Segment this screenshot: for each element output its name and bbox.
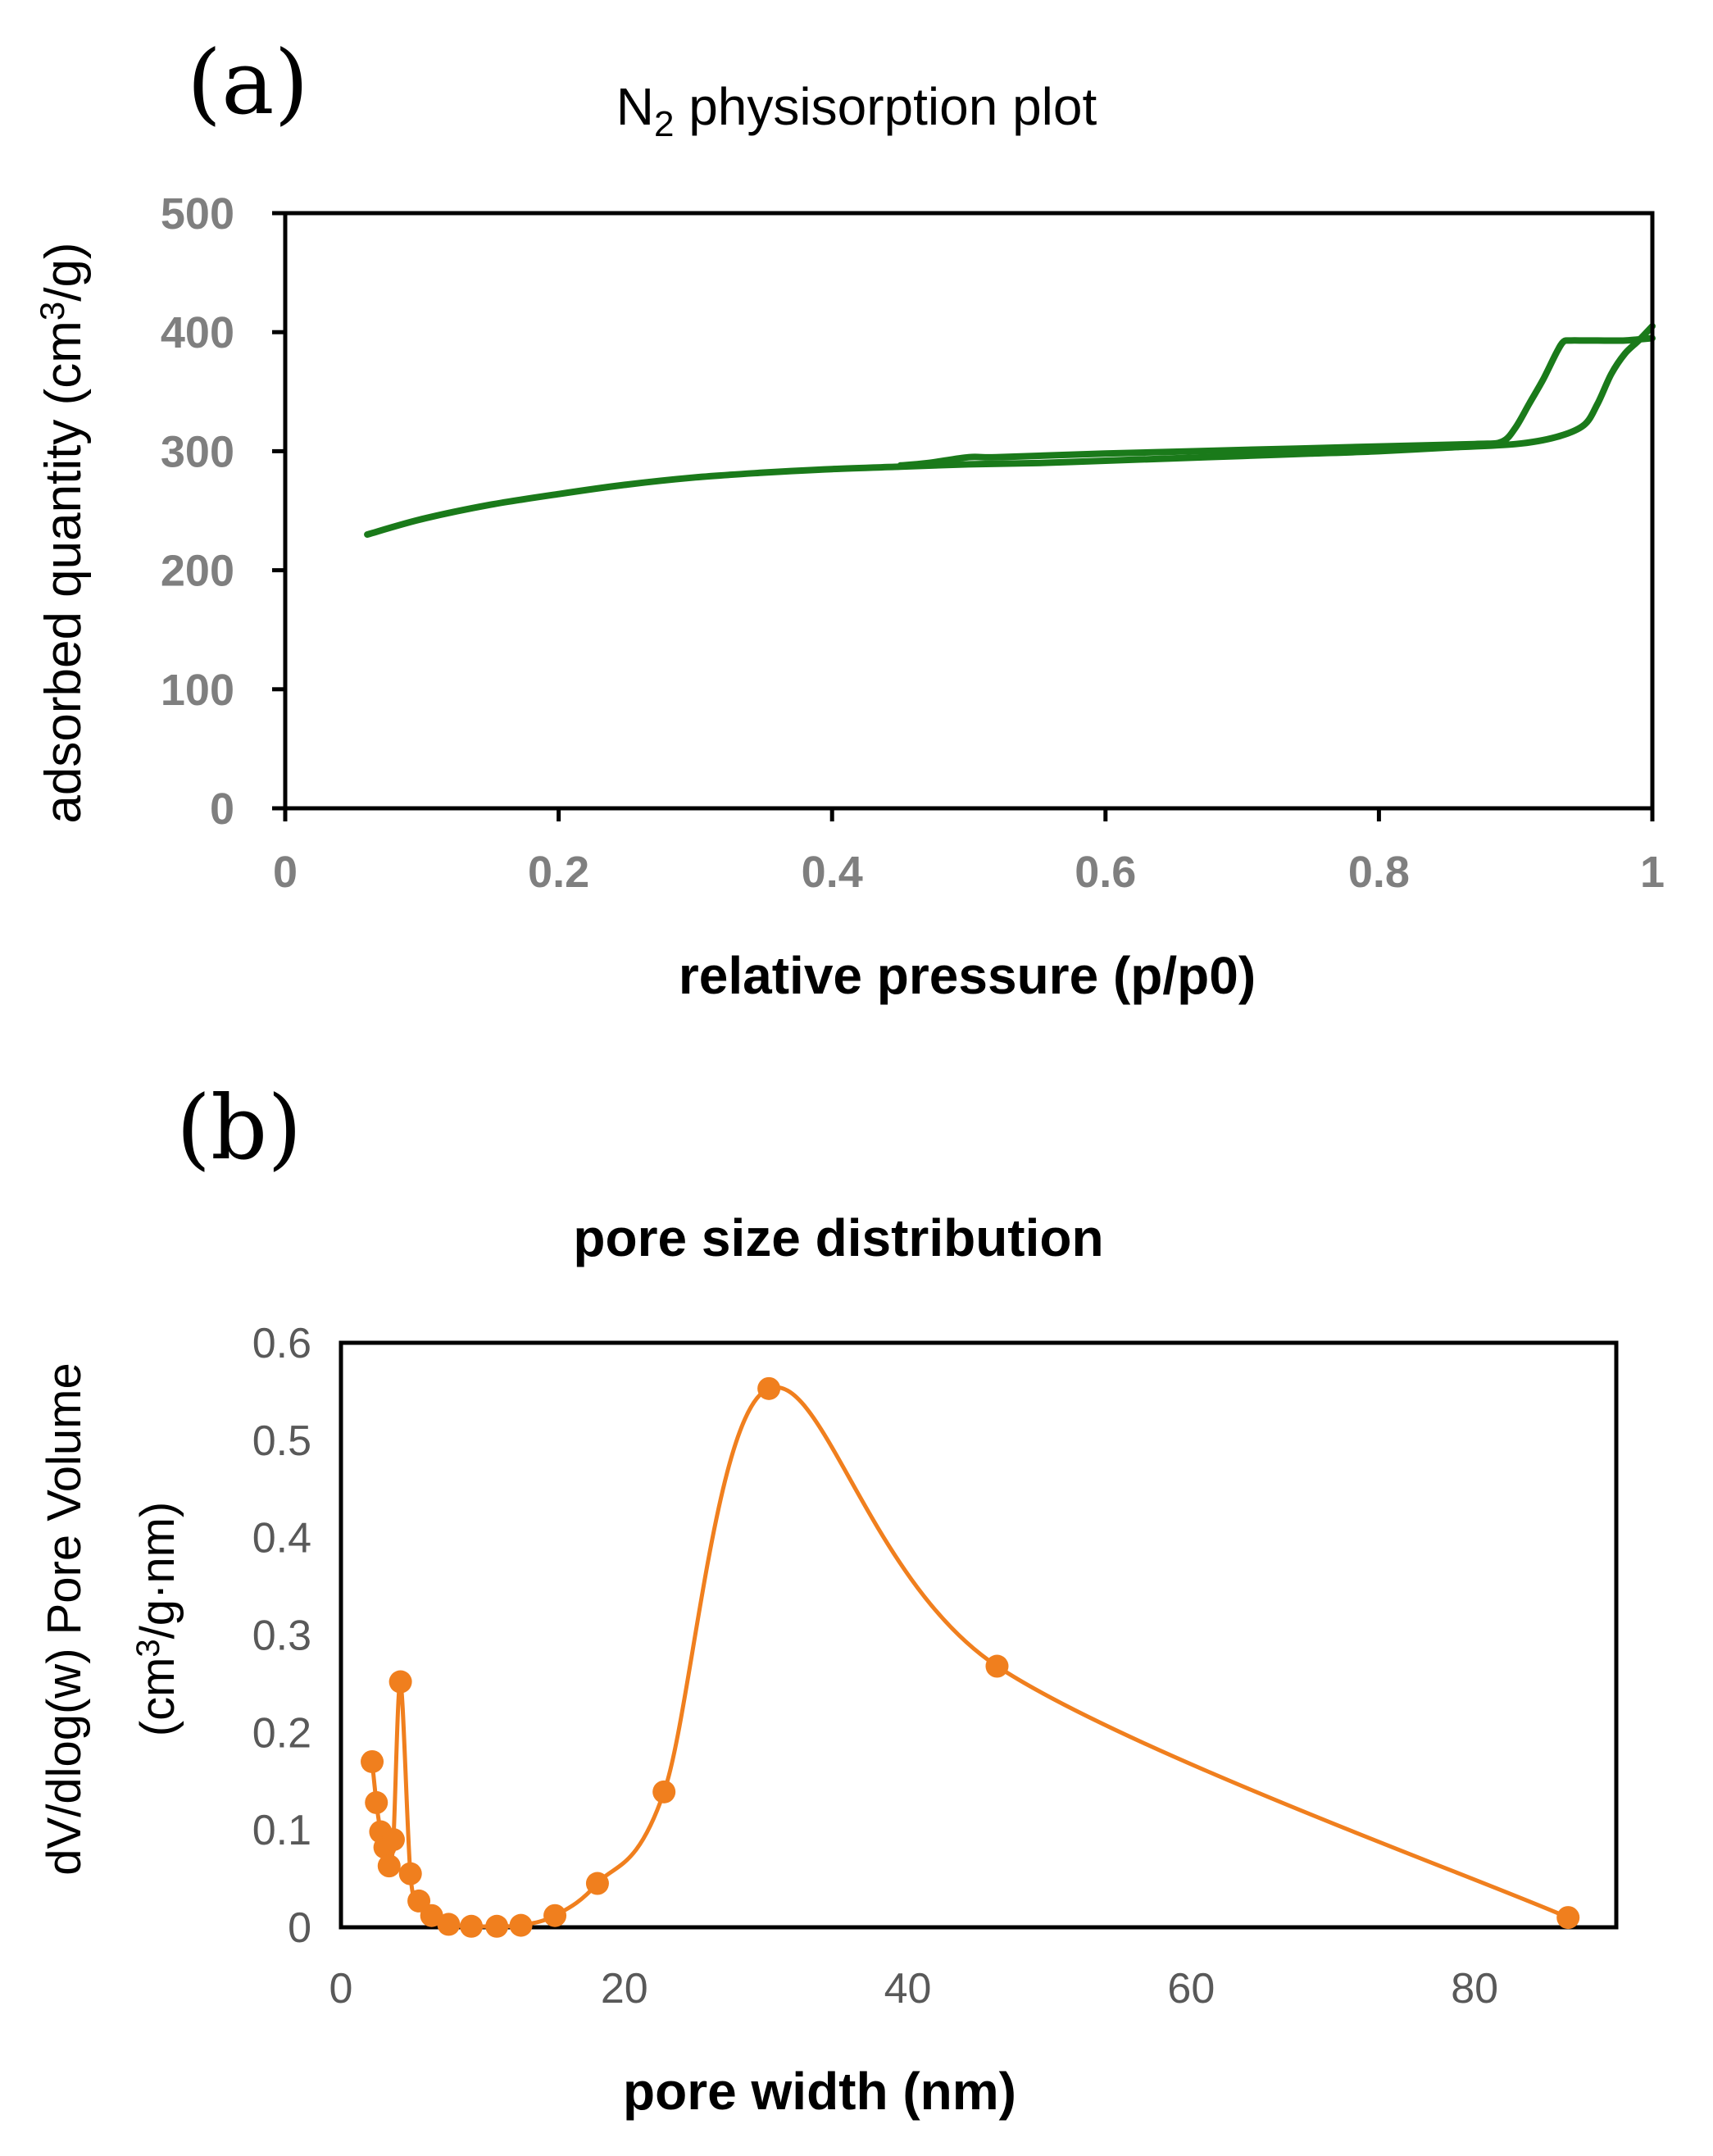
panel-a-series (364, 322, 1656, 538)
panel-a-title-subscript: 2 (654, 104, 674, 144)
panel-b-data-point (365, 1790, 388, 1814)
panel-b-y-tick-label: 0.6 (252, 1320, 311, 1367)
panel-a-x-tick-label: 0.4 (802, 848, 863, 897)
panel-b-y-tick-label: 0.1 (252, 1807, 311, 1854)
panel-b-data-point (377, 1854, 401, 1878)
panel-b-series (361, 1376, 1580, 1938)
panel-a-x-axis-label: relative pressure (p/p0) (679, 946, 1256, 1005)
panel-a-y-tick-label: 0 (210, 785, 234, 834)
panel-a-title: N2 physisorption plot (616, 77, 1097, 144)
panel-b-y-tick-label: 0.4 (252, 1515, 311, 1562)
panel-a-y-tick-label: 100 (161, 666, 234, 715)
panel-a-adsorption-line (364, 322, 1656, 538)
panel-b-ylabel-prefix: (cm (131, 1658, 184, 1737)
panel-a-label: (a) (187, 32, 309, 134)
panel-a-y-tick-label: 400 (161, 308, 234, 357)
panel-b-y-axis-label-line2: (cm3/g·nm) (130, 1502, 184, 1736)
panel-b-y-axis-label-line1: dV/dlog(w) Pore Volume (38, 1362, 91, 1875)
panel-a-ylabel-prefix: adsorbed quantity (cm (35, 321, 92, 823)
panel-b-title: pore size distribution (573, 1208, 1103, 1267)
panel-b-y-tick-label: 0.5 (252, 1417, 311, 1465)
panel-b-data-point (388, 1670, 412, 1694)
panel-b-pore-size-chart: (b) pore size distribution dV/dlog(w) Po… (38, 1077, 1619, 2121)
panel-b-data-point (381, 1828, 405, 1852)
panel-b-data-point (1556, 1906, 1580, 1930)
panel-a-ticks: 0 100 200 300 400 500 0 0.2 0.4 0.6 0.8 1 (161, 189, 1665, 897)
panel-b-data-point (398, 1862, 422, 1885)
panel-b-x-tick-label: 40 (884, 1965, 932, 2013)
panel-a-x-tick-label: 0.6 (1075, 848, 1136, 897)
panel-b-ticks: 0 0.1 0.2 0.3 0.4 0.5 0.6 0 20 40 60 80 (252, 1320, 1498, 2013)
panel-b-data-point (509, 1913, 533, 1937)
panel-a-physisorption-chart: (a) N2 physisorption plot adsorbed quant… (33, 32, 1665, 1005)
panel-a-ylabel-superscript: 3 (33, 302, 71, 321)
panel-a-plot-frame (283, 211, 1655, 811)
panel-b-data-point (460, 1914, 484, 1938)
panel-b-data-point (485, 1914, 509, 1938)
panel-b-x-tick-label: 20 (601, 1965, 648, 2013)
panel-b-y-tick-label: 0.3 (252, 1612, 311, 1660)
panel-a-x-tick-label: 0.2 (528, 848, 589, 897)
panel-a-x-tick-label: 0.8 (1348, 848, 1410, 897)
panel-b-data-point (757, 1376, 781, 1400)
panel-a-y-axis-label: adsorbed quantity (cm3/g) (33, 242, 92, 823)
panel-a-y-tick-label: 500 (161, 189, 234, 239)
panel-b-data-point (585, 1872, 609, 1895)
panel-a-ylabel-suffix: /g) (35, 242, 92, 301)
panel-b-data-point (652, 1780, 676, 1803)
panel-b-data-point (437, 1913, 461, 1936)
panel-a-y-tick-label: 200 (161, 547, 234, 596)
panel-b-ylabel-suffix: /g·nm) (131, 1502, 184, 1640)
panel-b-series-line (370, 1385, 1570, 1929)
panel-a-desorption-line (897, 334, 1656, 469)
panel-a-title-suffix: physisorption plot (674, 77, 1097, 136)
panel-b-plot-frame (339, 1340, 1619, 1930)
panel-a-x-tick-label: 0 (273, 848, 298, 897)
panel-b-data-point (985, 1654, 1009, 1678)
panel-b-x-tick-label: 0 (329, 1965, 353, 2013)
panel-a-y-tick-label: 300 (161, 427, 234, 476)
panel-b-x-tick-label: 80 (1451, 1965, 1498, 2013)
panel-a-x-tick-label: 1 (1640, 848, 1665, 897)
panel-b-x-axis-label: pore width (nm) (623, 2062, 1016, 2121)
panel-b-y-tick-label: 0 (288, 1904, 311, 1952)
panel-b-x-tick-label: 60 (1167, 1965, 1215, 2013)
panel-b-data-point (543, 1904, 567, 1927)
panel-b-y-tick-label: 0.2 (252, 1709, 311, 1757)
panel-a-title-prefix: N (616, 77, 654, 136)
panel-b-ylabel-superscript: 3 (130, 1639, 166, 1657)
panel-b-label: (b) (176, 1077, 302, 1180)
panel-b-data-point (420, 1904, 443, 1927)
panel-b-data-point (361, 1749, 384, 1773)
